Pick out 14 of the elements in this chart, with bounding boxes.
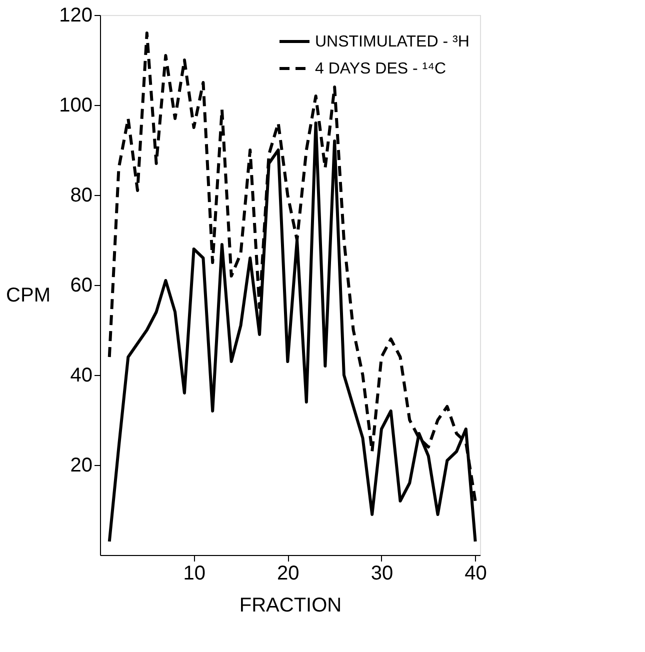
y-axis-title: CPM <box>6 284 50 306</box>
y-tick-label: 40 <box>70 364 92 386</box>
y-tick-label: 80 <box>70 184 92 206</box>
x-axis-title: FRACTION <box>239 594 342 616</box>
x-tick-label: 30 <box>370 562 394 584</box>
x-tick-label: 40 <box>464 562 487 584</box>
y-tick-label: 100 <box>59 94 92 116</box>
y-tick-label: 20 <box>70 454 92 476</box>
x-tick-label: 20 <box>277 562 300 584</box>
y-tick-label: 60 <box>70 274 92 296</box>
y-tick-label: 120 <box>59 4 92 26</box>
x-tick-label: 10 <box>183 562 206 584</box>
legend-label: UNSTIMULATED - ³H <box>315 34 470 50</box>
legend-label: 4 DAYS DES - ¹⁴C <box>315 60 446 78</box>
